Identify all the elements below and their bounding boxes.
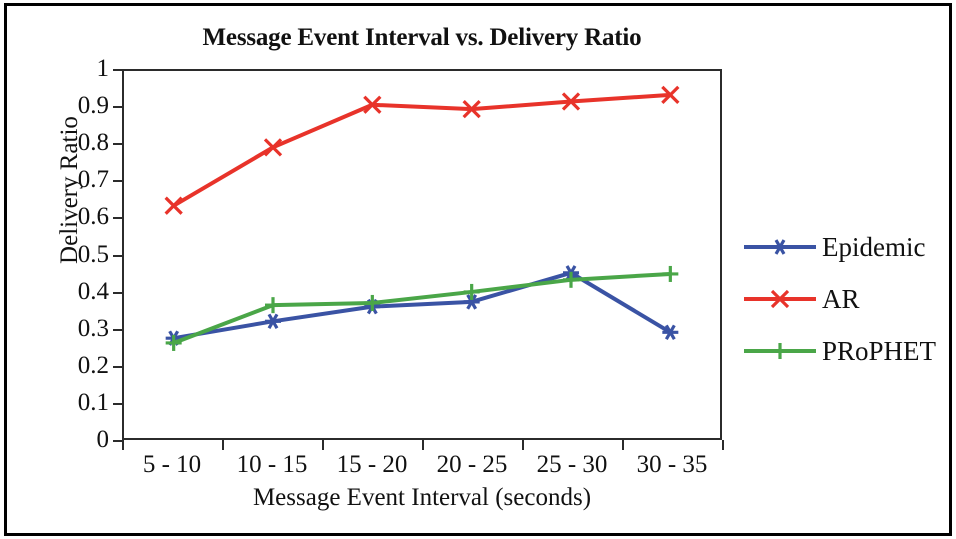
data-point-marker <box>563 271 579 288</box>
series-line-ar <box>172 92 671 208</box>
legend-swatch-prophet-icon <box>742 338 818 364</box>
x-tick-label: 5 - 10 <box>142 451 202 478</box>
series-line-prophet <box>172 271 671 345</box>
y-tick-label: 0.9 <box>77 92 109 120</box>
data-point-marker <box>662 324 679 341</box>
x-tick-mark <box>222 440 224 450</box>
x-tick-mark <box>522 440 524 450</box>
y-tick-mark <box>113 440 122 442</box>
x-tick-mark <box>122 440 124 450</box>
y-tick-label: 0.6 <box>77 203 109 231</box>
x-tick-mark <box>722 440 724 450</box>
y-tick-label: 0.5 <box>77 240 109 268</box>
chart-legend: Epidemic AR PRoPHET <box>742 221 952 377</box>
data-point-marker <box>661 85 680 104</box>
y-tick-mark <box>113 106 122 109</box>
y-tick-mark <box>113 143 122 146</box>
legend-swatch-ar-icon <box>742 286 818 312</box>
x-tick-label: 30 - 35 <box>636 451 708 478</box>
data-point-marker <box>265 313 281 330</box>
x-tick-label: 10 - 15 <box>236 451 308 478</box>
data-point-marker <box>662 265 679 282</box>
x-tick-mark <box>622 440 624 450</box>
data-point-marker <box>364 294 381 311</box>
y-tick-label: 0.2 <box>77 351 109 379</box>
data-point-marker <box>363 95 382 114</box>
y-tick-label: 0.8 <box>77 129 109 157</box>
data-point-marker <box>263 138 283 157</box>
y-tick-mark <box>113 291 122 294</box>
x-tick-mark <box>322 440 324 450</box>
x-axis-title: Message Event Interval (seconds) <box>252 484 592 511</box>
data-point-marker <box>165 334 182 351</box>
series-plot <box>164 85 680 351</box>
x-tick-label: 25 - 30 <box>536 451 608 478</box>
y-tick-mark <box>113 217 122 220</box>
y-tick-mark <box>113 180 122 183</box>
chart-title: Message Event Interval vs. Delivery Rati… <box>202 24 642 51</box>
y-tick-label: 0.7 <box>77 166 109 194</box>
data-point-marker <box>265 297 281 314</box>
x-axis-tick-labels: 5 - 10 10 - 15 15 - 20 20 - 25 25 - 30 30 - 3… <box>122 450 722 484</box>
y-tick-mark <box>113 402 122 405</box>
series-line-epidemic <box>173 270 672 341</box>
figure-border: Message Event Interval vs. Delivery Rati… <box>4 3 952 536</box>
y-tick-mark <box>113 365 122 368</box>
legend-item-prophet[interactable]: PRoPHET <box>742 325 952 377</box>
y-tick-label: 0.4 <box>77 277 109 305</box>
y-tick-mark <box>113 69 122 71</box>
legend-label: PRoPHET <box>822 336 937 366</box>
data-point-marker <box>462 100 481 119</box>
x-tick-mark <box>422 440 424 450</box>
y-tick-label: 0.3 <box>77 314 109 342</box>
legend-label: AR <box>822 284 860 314</box>
legend-item-ar[interactable]: AR <box>742 273 952 325</box>
data-point-marker <box>463 294 480 310</box>
y-tick-label: 1 <box>96 55 110 82</box>
y-tick-label: 0.1 <box>77 388 109 416</box>
data-point-marker <box>164 196 183 215</box>
x-tick-label: 15 - 20 <box>336 451 408 478</box>
data-point-marker <box>463 283 480 300</box>
legend-item-epidemic[interactable]: Epidemic <box>742 221 952 273</box>
x-tick-label: 20 - 25 <box>436 451 508 478</box>
y-axis-tick-labels: 1 0.9 0.8 0.7 0.6 0.5 0.4 0.3 0.2 0.1 0 <box>45 56 109 452</box>
plot-area <box>122 69 722 440</box>
figure-canvas: Message Event Interval vs. Delivery Rati… <box>7 6 949 533</box>
data-point-marker <box>561 92 581 111</box>
y-tick-label: 0 <box>96 426 110 453</box>
y-tick-mark <box>113 254 122 257</box>
legend-label: Epidemic <box>822 232 926 262</box>
y-tick-mark <box>113 328 122 331</box>
legend-swatch-epidemic-icon <box>742 234 818 260</box>
